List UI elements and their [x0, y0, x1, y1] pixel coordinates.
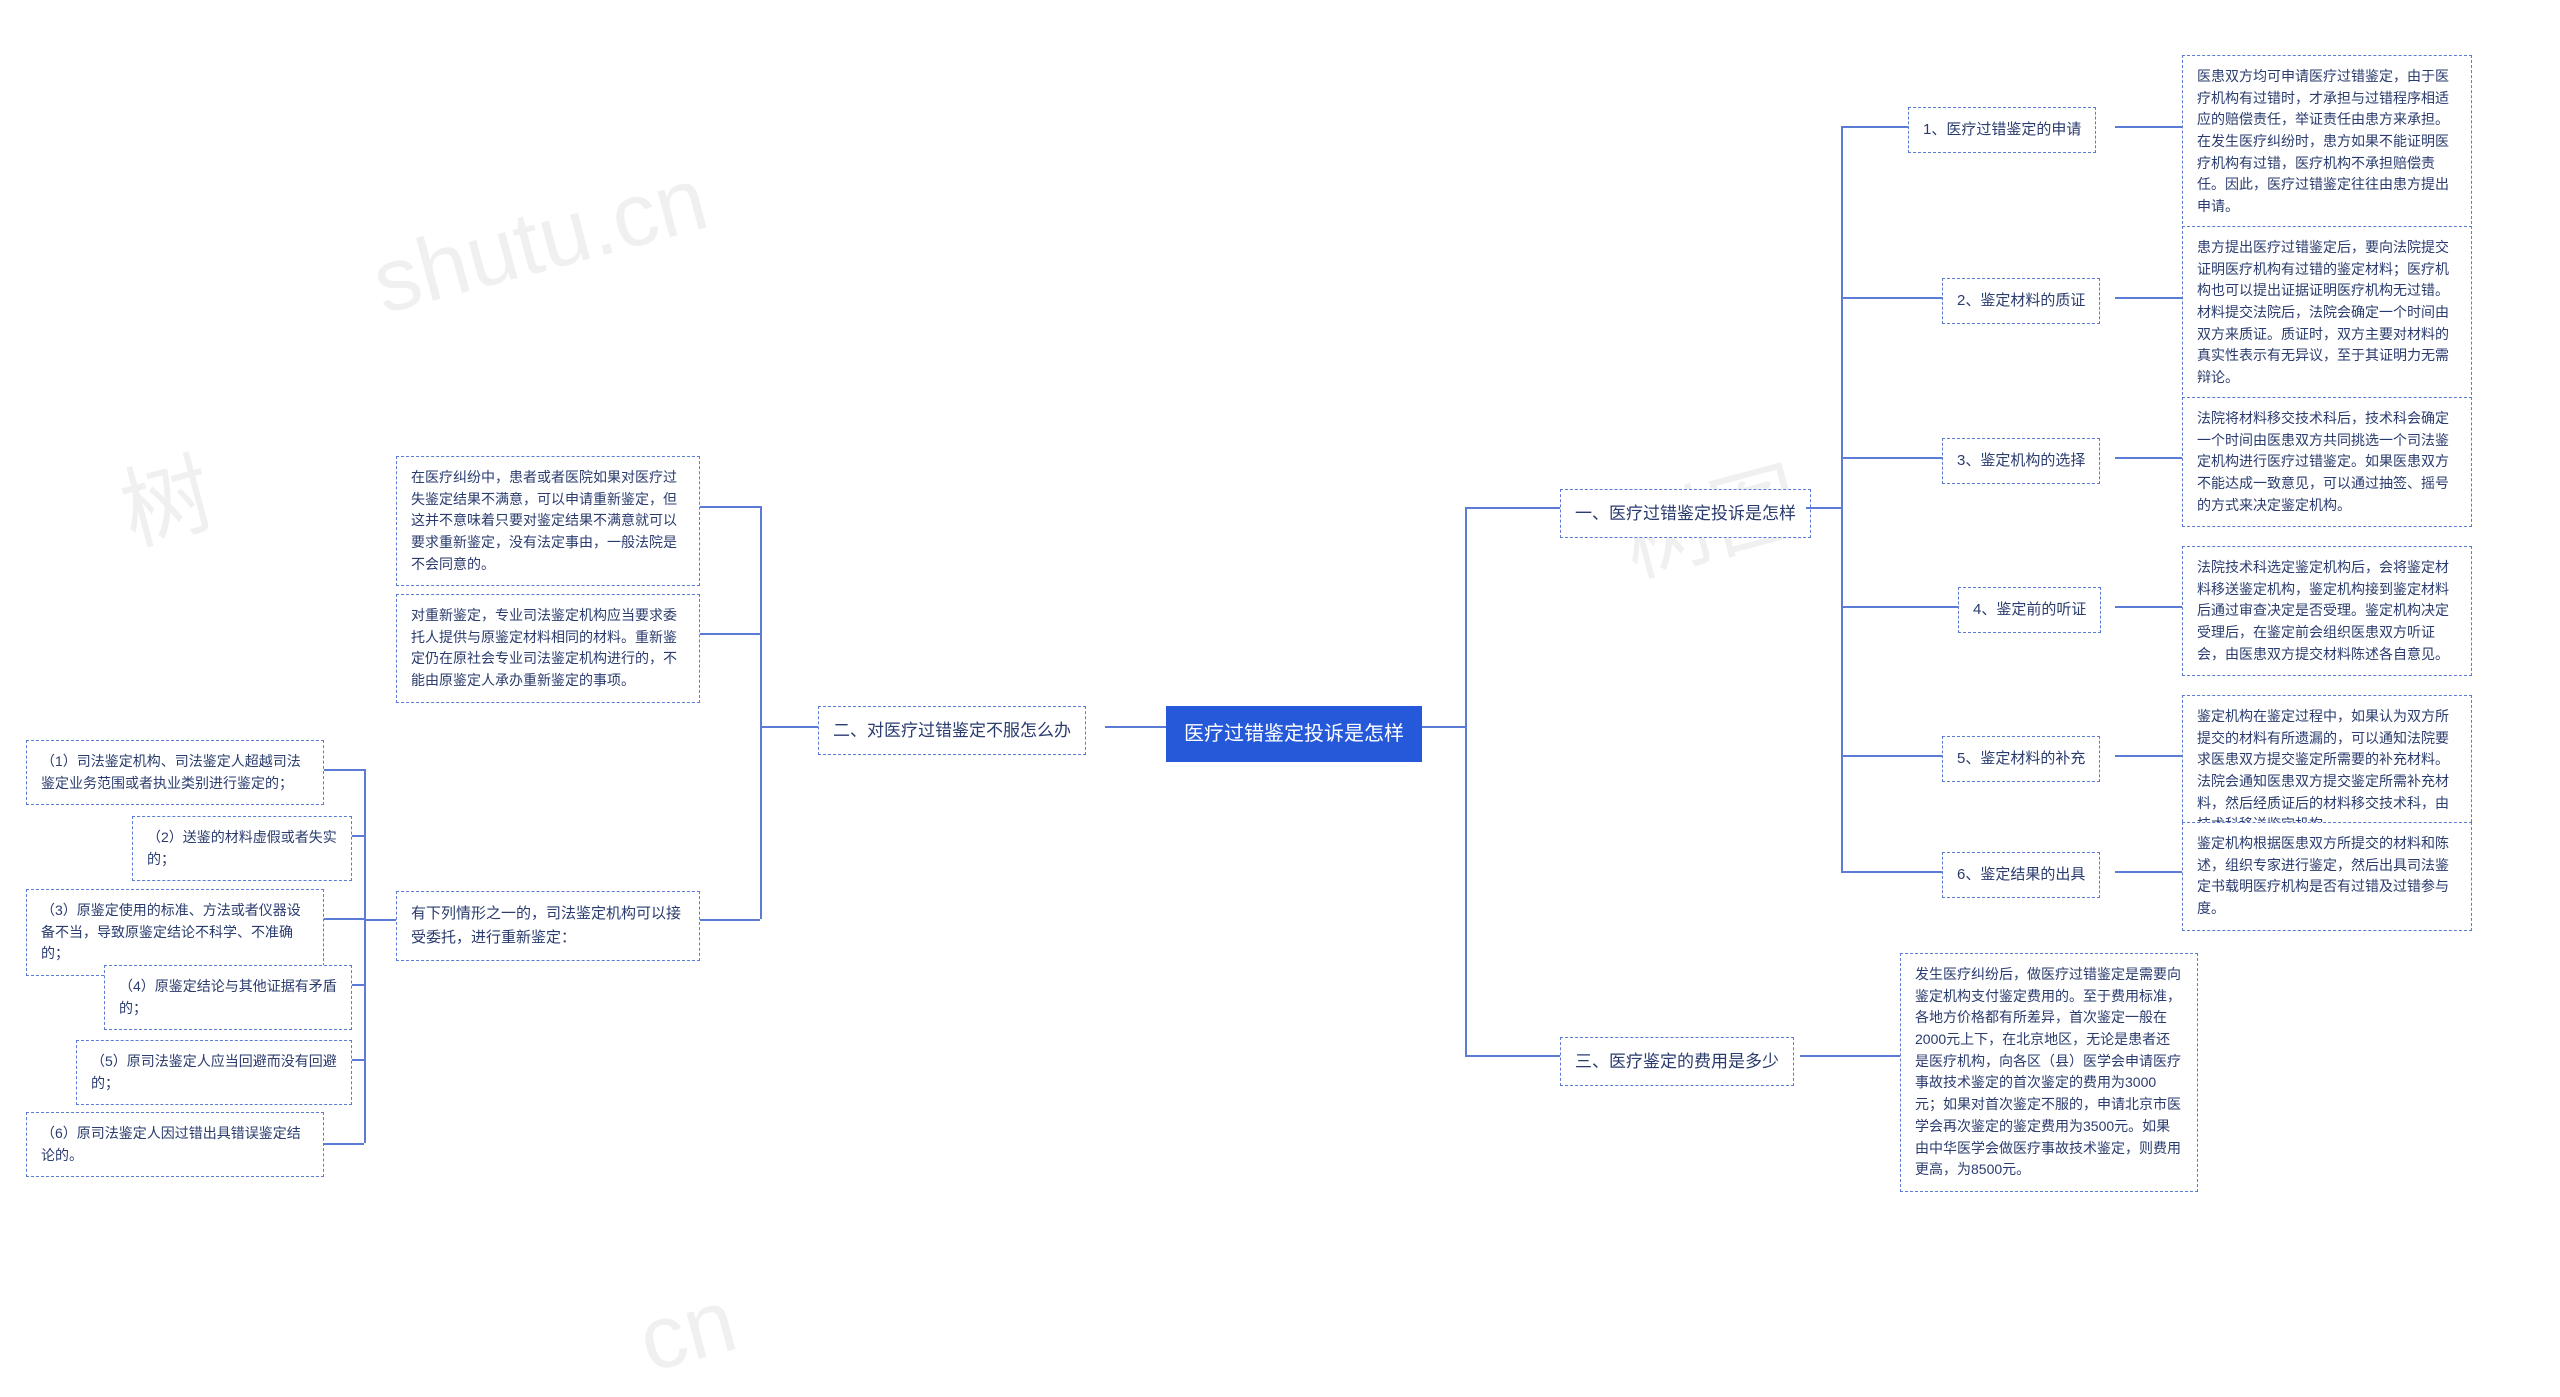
connector: [2115, 606, 2182, 608]
connector: [1465, 507, 1467, 1055]
connector: [1841, 457, 1942, 459]
connector: [1105, 726, 1166, 728]
leaf-text: （5）原司法鉴定人应当回避而没有回避的；: [91, 1053, 337, 1091]
branch-2: 二、对医疗过错鉴定不服怎么办: [818, 706, 1086, 755]
branch-1-leaf-3: 法院将材料移交技术科后，技术科会确定一个时间由医患双方共同挑选一个司法鉴定机构进…: [2182, 397, 2472, 527]
branch-3-label: 三、医疗鉴定的费用是多少: [1575, 1052, 1779, 1071]
leaf-text: 发生医疗纠纷后，做医疗过错鉴定是需要向鉴定机构支付鉴定费用的。至于费用标准，各地…: [1915, 966, 2181, 1177]
connector: [760, 506, 762, 919]
connector: [2115, 297, 2182, 299]
branch-2-sub-3-child-4: （4）原鉴定结论与其他证据有矛盾的；: [104, 965, 352, 1030]
mindmap-root: 医疗过错鉴定投诉是怎样: [1166, 706, 1422, 762]
leaf-text: （6）原司法鉴定人因过错出具错误鉴定结论的。: [41, 1125, 301, 1163]
watermark: cn: [628, 1269, 746, 1393]
connector: [2115, 755, 2182, 757]
connector: [700, 919, 760, 921]
leaf-text: 鉴定机构在鉴定过程中，如果认为双方所提交的材料有所遗漏的，可以通知法院要求医患双…: [2197, 708, 2449, 832]
connector: [2115, 871, 2182, 873]
branch-1-sub-6: 6、鉴定结果的出具: [1942, 852, 2100, 898]
connector: [700, 633, 760, 635]
leaf-text: （1）司法鉴定机构、司法鉴定人超越司法鉴定业务范围或者执业类别进行鉴定的；: [41, 753, 301, 791]
connector: [352, 835, 364, 837]
branch-1-sub-4: 4、鉴定前的听证: [1958, 587, 2101, 633]
leaf-text: （4）原鉴定结论与其他证据有矛盾的；: [119, 978, 337, 1016]
connector: [1841, 297, 1942, 299]
connector: [700, 506, 760, 508]
watermark-text: shutu.cn: [363, 149, 718, 334]
connector: [322, 918, 364, 920]
leaf-text: （3）原鉴定使用的标准、方法或者仪器设备不当，导致原鉴定结论不科学、不准确的；: [41, 902, 301, 961]
branch-3-leaf: 发生医疗纠纷后，做医疗过错鉴定是需要向鉴定机构支付鉴定费用的。至于费用标准，各地…: [1900, 953, 2198, 1192]
leaf-text: （2）送鉴的材料虚假或者失实的；: [147, 829, 337, 867]
connector: [364, 769, 366, 1143]
branch-2-leaf-1: 在医疗纠纷中，患者或者医院如果对医疗过失鉴定结果不满意，可以申请重新鉴定，但这并…: [396, 456, 700, 586]
connector: [1465, 507, 1560, 509]
branch-1-sub-5: 5、鉴定材料的补充: [1942, 736, 2100, 782]
sub-label: 3、鉴定机构的选择: [1957, 452, 2085, 469]
branch-1-sub-2: 2、鉴定材料的质证: [1942, 278, 2100, 324]
branch-2-sub-3-child-3: （3）原鉴定使用的标准、方法或者仪器设备不当，导致原鉴定结论不科学、不准确的；: [26, 889, 324, 976]
sub-label: 1、医疗过错鉴定的申请: [1923, 121, 2081, 138]
leaf-text: 法院将材料移交技术科后，技术科会确定一个时间由医患双方共同挑选一个司法鉴定机构进…: [2197, 410, 2449, 513]
branch-1-leaf-6: 鉴定机构根据医患双方所提交的材料和陈述，组织专家进行鉴定，然后出具司法鉴定书载明…: [2182, 822, 2472, 931]
connector: [352, 984, 364, 986]
watermark-text: cn: [629, 1270, 747, 1391]
connector: [322, 769, 364, 771]
sub-label: 4、鉴定前的听证: [1973, 601, 2086, 618]
leaf-text: 鉴定机构根据医患双方所提交的材料和陈述，组织专家进行鉴定，然后出具司法鉴定书载明…: [2197, 835, 2449, 916]
root-label: 医疗过错鉴定投诉是怎样: [1184, 723, 1404, 745]
sub-label: 5、鉴定材料的补充: [1957, 750, 2085, 767]
branch-2-label: 二、对医疗过错鉴定不服怎么办: [833, 721, 1071, 740]
connector: [1841, 755, 1942, 757]
sub-label: 2、鉴定材料的质证: [1957, 292, 2085, 309]
connector: [1841, 126, 1908, 128]
watermark: shutu.cn: [362, 148, 717, 336]
connector: [322, 1143, 364, 1145]
sub-label: 有下列情形之一的，司法鉴定机构可以接受委托，进行重新鉴定：: [411, 905, 681, 946]
branch-1-leaf-2: 患方提出医疗过错鉴定后，要向法院提交证明医疗机构有过错的鉴定材料；医疗机构也可以…: [2182, 226, 2472, 400]
connector: [352, 1059, 364, 1061]
branch-2-sub-3: 有下列情形之一的，司法鉴定机构可以接受委托，进行重新鉴定：: [396, 891, 700, 961]
branch-2-sub-3-child-5: （5）原司法鉴定人应当回避而没有回避的；: [76, 1040, 352, 1105]
connector: [1800, 1055, 1900, 1057]
watermark: 树: [105, 421, 226, 570]
connector: [364, 919, 396, 921]
branch-3: 三、医疗鉴定的费用是多少: [1560, 1037, 1794, 1086]
connector: [1465, 1055, 1560, 1057]
branch-2-sub-3-child-1: （1）司法鉴定机构、司法鉴定人超越司法鉴定业务范围或者执业类别进行鉴定的；: [26, 740, 324, 805]
leaf-text: 对重新鉴定，专业司法鉴定机构应当要求委托人提供与原鉴定材料相同的材料。重新鉴定仍…: [411, 607, 677, 688]
branch-1-leaf-4: 法院技术科选定鉴定机构后，会将鉴定材料移送鉴定机构，鉴定机构接到鉴定材料后通过审…: [2182, 546, 2472, 676]
connector: [760, 726, 818, 728]
connector: [2115, 126, 2182, 128]
branch-2-sub-3-child-6: （6）原司法鉴定人因过错出具错误鉴定结论的。: [26, 1112, 324, 1177]
connector: [1841, 871, 1942, 873]
connector: [1806, 507, 1841, 509]
connector: [1841, 606, 1958, 608]
branch-1-label: 一、医疗过错鉴定投诉是怎样: [1575, 504, 1796, 523]
connector: [1841, 126, 1843, 871]
leaf-text: 医患双方均可申请医疗过错鉴定，由于医疗机构有过错时，才承担与过错程序相适应的赔偿…: [2197, 68, 2449, 214]
branch-1-sub-3: 3、鉴定机构的选择: [1942, 438, 2100, 484]
branch-1: 一、医疗过错鉴定投诉是怎样: [1560, 489, 1811, 538]
branch-2-sub-3-child-2: （2）送鉴的材料虚假或者失实的；: [132, 816, 352, 881]
watermark-text: 树: [111, 444, 224, 564]
branch-2-leaf-2: 对重新鉴定，专业司法鉴定机构应当要求委托人提供与原鉴定材料相同的材料。重新鉴定仍…: [396, 594, 700, 703]
leaf-text: 法院技术科选定鉴定机构后，会将鉴定材料移送鉴定机构，鉴定机构接到鉴定材料后通过审…: [2197, 559, 2449, 662]
sub-label: 6、鉴定结果的出具: [1957, 866, 2085, 883]
branch-1-leaf-1: 医患双方均可申请医疗过错鉴定，由于医疗机构有过错时，才承担与过错程序相适应的赔偿…: [2182, 55, 2472, 229]
branch-1-sub-1: 1、医疗过错鉴定的申请: [1908, 107, 2096, 153]
connector: [2115, 457, 2182, 459]
leaf-text: 患方提出医疗过错鉴定后，要向法院提交证明医疗机构有过错的鉴定材料；医疗机构也可以…: [2197, 239, 2449, 385]
leaf-text: 在医疗纠纷中，患者或者医院如果对医疗过失鉴定结果不满意，可以申请重新鉴定，但这并…: [411, 469, 677, 572]
